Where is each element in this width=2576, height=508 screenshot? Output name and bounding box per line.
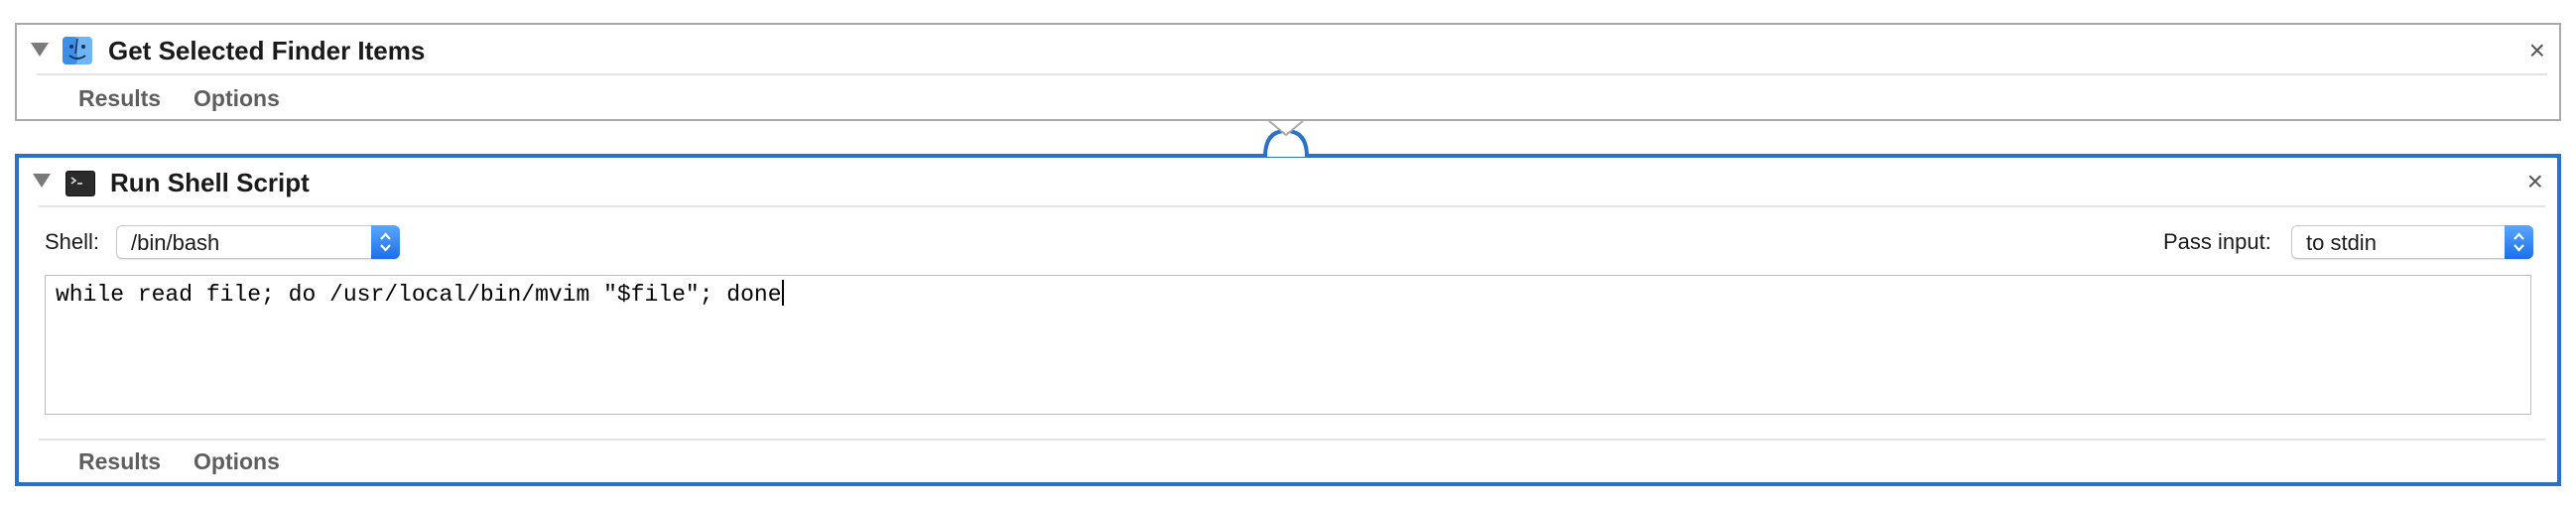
disclosure-triangle-icon[interactable] bbox=[31, 43, 49, 57]
action-title: Run Shell Script bbox=[110, 168, 310, 197]
chevron-up-down-icon bbox=[371, 225, 400, 259]
action-get-selected-finder-items[interactable]: Get Selected Finder Items × Results Opti… bbox=[15, 23, 2561, 121]
script-text: while read file; do /usr/local/bin/mvim … bbox=[56, 282, 782, 308]
action-header[interactable]: Get Selected Finder Items × bbox=[17, 25, 2559, 74]
terminal-icon bbox=[65, 171, 95, 196]
chevron-up-down-icon bbox=[2505, 225, 2533, 259]
action-title: Get Selected Finder Items bbox=[108, 36, 426, 65]
tab-results[interactable]: Results bbox=[78, 85, 162, 111]
shell-select-value: /bin/bash bbox=[131, 230, 220, 255]
shell-select[interactable]: /bin/bash bbox=[116, 225, 400, 259]
close-icon[interactable]: × bbox=[2526, 166, 2543, 196]
shell-label: Shell: bbox=[45, 229, 100, 254]
text-cursor bbox=[781, 280, 784, 306]
action-run-shell-script[interactable]: Run Shell Script × Shell: /bin/bash Pass… bbox=[15, 154, 2561, 486]
action-header[interactable]: Run Shell Script × bbox=[19, 158, 2557, 207]
disclosure-triangle-icon[interactable] bbox=[33, 174, 51, 188]
divider bbox=[39, 205, 2545, 207]
tab-options[interactable]: Options bbox=[193, 448, 280, 474]
divider bbox=[39, 439, 2545, 441]
pass-input-select-value: to stdin bbox=[2306, 230, 2377, 255]
tab-results[interactable]: Results bbox=[78, 448, 162, 474]
script-editor[interactable]: while read file; do /usr/local/bin/mvim … bbox=[45, 275, 2531, 415]
finder-icon bbox=[63, 37, 92, 64]
divider bbox=[37, 73, 2547, 75]
tab-options[interactable]: Options bbox=[193, 85, 280, 111]
action-connector-icon bbox=[1263, 120, 1309, 158]
pass-input-select[interactable]: to stdin bbox=[2291, 225, 2533, 259]
pass-input-label: Pass input: bbox=[2163, 229, 2271, 254]
close-icon[interactable]: × bbox=[2528, 35, 2545, 65]
